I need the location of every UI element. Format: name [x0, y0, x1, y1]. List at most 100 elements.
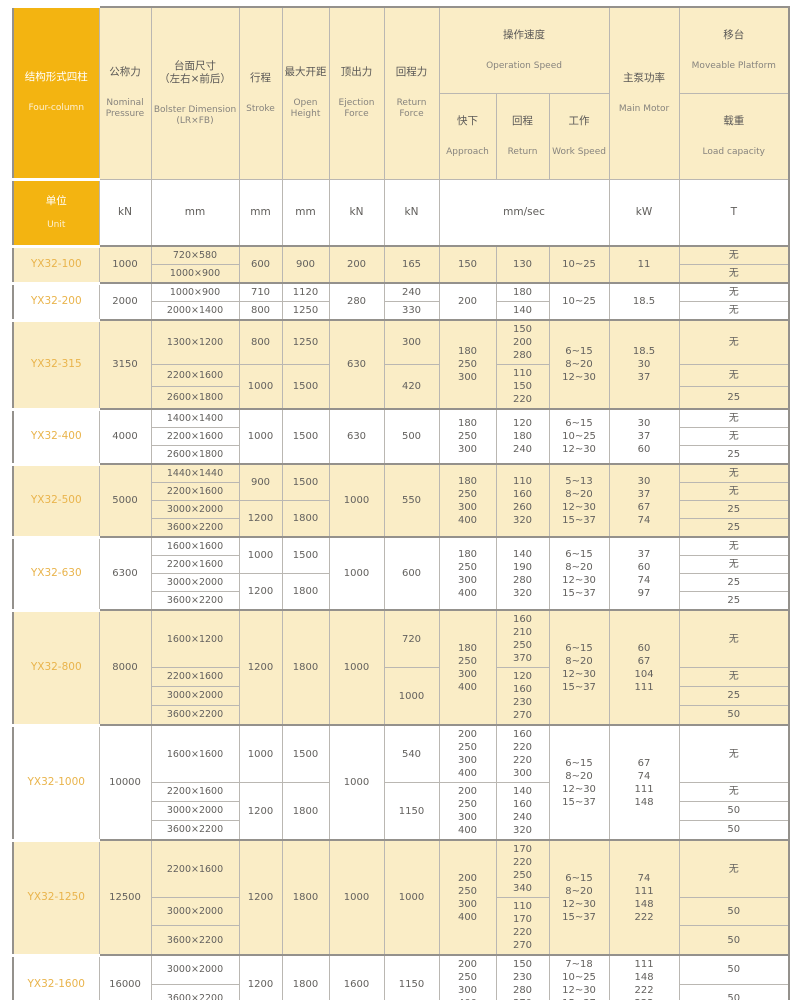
motor-cell: 18.5 30 37: [608, 319, 680, 410]
table-row: YX32-400 4000 1400×1400 1000 1500 630 500 180 2…: [12, 408, 790, 466]
approach-cell: 200 250 300 400: [438, 954, 497, 1000]
col-header-model-zh: 结构形式四柱: [24, 71, 88, 84]
table-row: 2200×1600 无: [13, 427, 790, 446]
bolster-cell: 1600×1600: [150, 536, 240, 556]
bolster-cell: 2200×1600: [150, 364, 240, 387]
bolster-cell: 2200×1600: [150, 839, 240, 898]
load-cell: 无: [678, 839, 790, 898]
col-header-moveable-platform: 移台 Moveable Platform: [678, 6, 790, 94]
return-speed-cell: 160 210 250 370: [495, 609, 550, 668]
stroke-cell: 1000: [238, 364, 283, 410]
motor-cell: 30 37 67 74: [608, 463, 680, 538]
bolster-cell: 720×580: [150, 245, 240, 265]
col-header-return-force: 回程力 Return Force: [383, 6, 440, 180]
stroke-cell: 900: [238, 463, 283, 501]
model-cell: YX32-800: [12, 609, 100, 727]
approach-cell: 200: [438, 282, 497, 321]
bolster-cell: 3000×2000: [150, 896, 240, 927]
stroke-cell: 1000: [238, 724, 283, 783]
load-cell: 无: [678, 609, 790, 668]
bolster-cell: 2200×1600: [150, 555, 240, 574]
col-header-model-en: Four-column: [28, 103, 85, 114]
spec-table-body: YX32-100 1000 720×580 600 900 200 165 150 130 10~…: [12, 245, 790, 1000]
open-height-cell: 1500: [281, 463, 330, 501]
table-row: 3600×2200 50: [13, 819, 790, 841]
load-cell: 50: [678, 925, 790, 956]
bolster-cell: 3000×2000: [150, 685, 240, 706]
bolster-cell: 2600×1800: [150, 385, 240, 410]
pressure-cell: 12500: [98, 839, 152, 956]
return-speed-cell: 120 180 240: [495, 408, 550, 465]
open-height-cell: 1500: [281, 408, 330, 465]
work-speed-cell: 6~15 8~20 12~30 15~37: [548, 536, 610, 611]
table-row: 1000×900 无: [13, 264, 790, 284]
col-header-model: 结构形式四柱 Four-column: [12, 5, 100, 181]
stroke-cell: 1200: [238, 839, 283, 956]
table-row: YX32-1250 12500 2200×1600 1200 1800 1000 1000 2…: [12, 839, 790, 957]
stroke-cell: 600: [238, 245, 283, 284]
model-cell: YX32-500: [12, 463, 100, 539]
motor-cell: 60 67 104 111: [608, 609, 680, 726]
open-height-cell: 1800: [281, 573, 330, 611]
bolster-cell: 1300×1200: [150, 319, 240, 365]
table-row: YX32-800 8000 1600×1200 1200 1800 1000 720 180 …: [12, 609, 790, 727]
bolster-cell: 2200×1600: [150, 427, 240, 446]
load-cell: 无: [678, 245, 790, 265]
return-force-cell: 1150: [383, 782, 440, 841]
load-cell: 50: [678, 800, 790, 821]
table-row: 2600×1800 25: [13, 445, 790, 465]
approach-cell: 200 250 300 400: [438, 839, 497, 956]
table-row: YX32-315 3150 1300×1200 800 1250 630 300 180 25…: [12, 319, 790, 411]
open-height-cell: 1500: [281, 724, 330, 783]
load-cell: 50: [678, 954, 790, 985]
load-cell: 25: [678, 685, 790, 706]
bolster-cell: 3000×2000: [150, 573, 240, 592]
ejection-cell: 630: [328, 319, 385, 410]
load-cell: 无: [678, 264, 790, 284]
return-speed-cell: 120 160 230 270: [495, 667, 550, 726]
stroke-cell: 710: [238, 282, 283, 302]
bolster-cell: 2000×1400: [150, 301, 240, 321]
stroke-cell: 1200: [238, 609, 283, 726]
unit-stroke: mm: [238, 178, 283, 247]
open-height-cell: 1800: [281, 500, 330, 538]
ejection-cell: 1000: [328, 536, 385, 611]
pressure-cell: 16000: [98, 954, 152, 1000]
pressure-cell: 10000: [98, 724, 152, 841]
return-speed-cell: 130: [495, 245, 550, 284]
return-speed-cell: 160 220 220 300: [495, 724, 550, 783]
table-row: 3600×2200 50: [13, 925, 790, 956]
unit-load: T: [678, 178, 790, 247]
work-speed-cell: 6~15 10~25 12~30: [548, 408, 610, 465]
model-cell: YX32-1000: [12, 724, 100, 842]
approach-cell: 200 250 300 400: [438, 782, 497, 841]
ejection-cell: 1000: [328, 609, 385, 726]
model-cell: YX32-200: [12, 282, 100, 322]
spec-table-header: 结构形式四柱 Four-column 公称力 Nominal Pressure …: [12, 5, 790, 248]
table-row: 3600×2200 50: [13, 983, 790, 1000]
work-speed-cell: 6~15 8~20 12~30: [548, 319, 610, 410]
work-speed-cell: 10~25: [548, 282, 610, 321]
unit-open-height: mm: [281, 178, 330, 247]
approach-cell: 180 250 300 400: [438, 463, 497, 538]
unit-bolster: mm: [150, 178, 240, 247]
work-speed-cell: 6~15 8~20 12~30 15~37: [548, 839, 610, 956]
table-row: 3000×2000 1200 1800 25: [13, 573, 790, 611]
stroke-cell: 1200: [238, 782, 283, 841]
approach-cell: 180 250 300 400: [438, 536, 497, 611]
motor-cell: 30 37 60: [608, 408, 680, 465]
work-speed-cell: 5~13 8~20 12~30 15~37: [548, 463, 610, 538]
unit-return-force: kN: [383, 178, 440, 247]
return-force-cell: 240: [383, 282, 440, 302]
load-cell: 50: [678, 819, 790, 841]
ejection-cell: 200: [328, 245, 385, 284]
return-force-cell: 1000: [383, 839, 440, 956]
return-force-cell: 550: [383, 463, 440, 538]
load-cell: 无: [678, 408, 790, 428]
load-cell: 无: [678, 319, 790, 365]
load-cell: 无: [678, 482, 790, 501]
unit-speed: mm/sec: [438, 178, 610, 247]
pressure-cell: 5000: [98, 463, 152, 538]
return-force-cell: 300: [383, 319, 440, 365]
